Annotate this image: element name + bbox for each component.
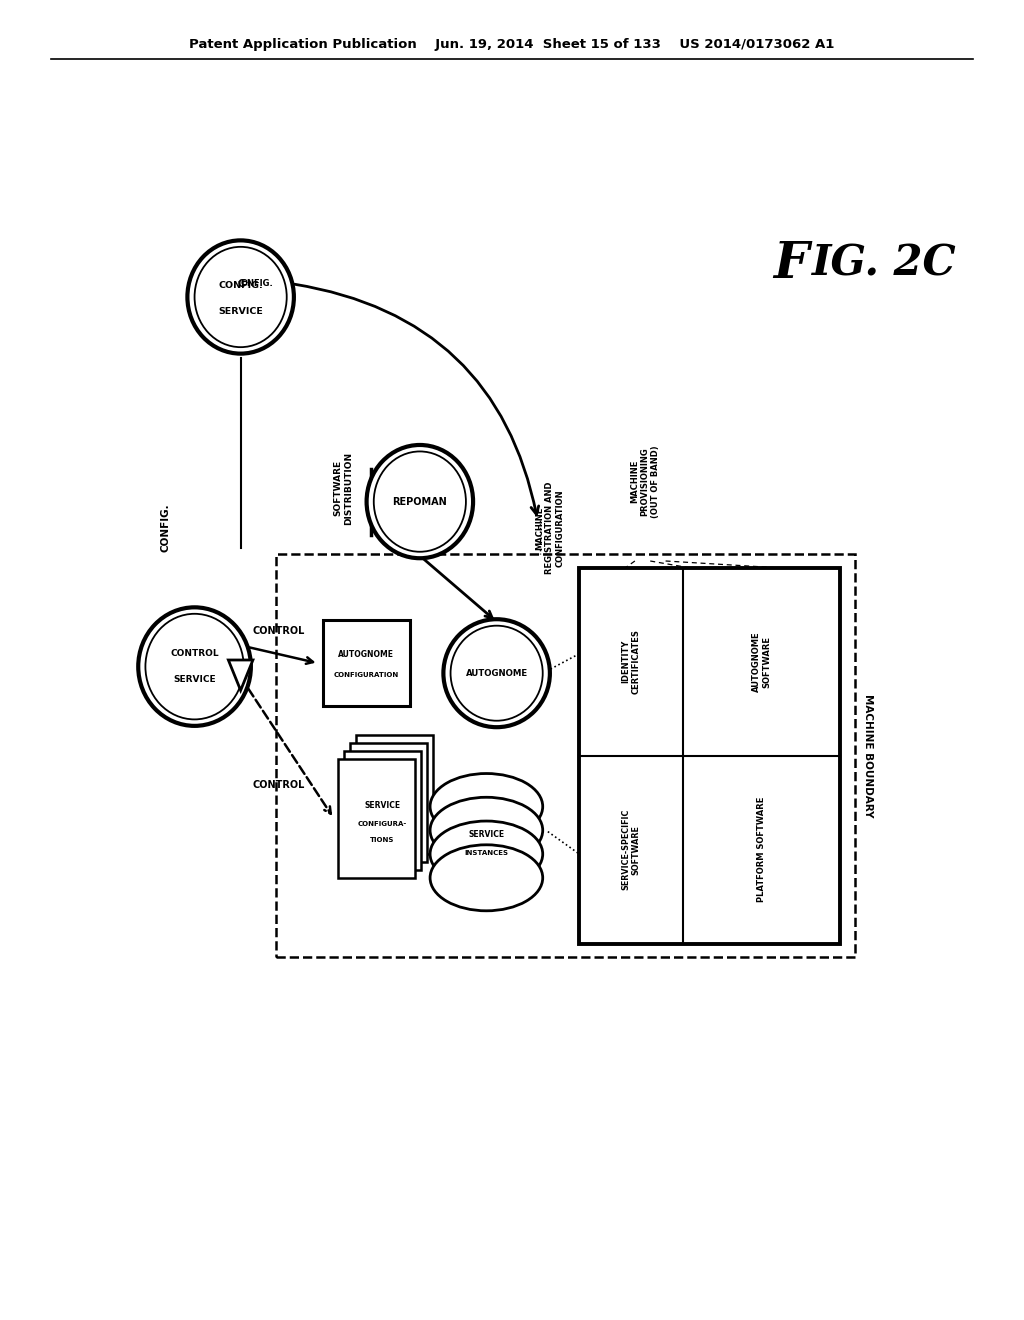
Ellipse shape — [138, 607, 251, 726]
Text: CONFIG.: CONFIG. — [161, 504, 171, 552]
Bar — [579, 568, 840, 944]
Text: CONFIGURATION: CONFIGURATION — [334, 672, 398, 678]
Text: SERVICE: SERVICE — [218, 308, 263, 315]
Bar — [350, 743, 427, 862]
Text: AUTOGNOME: AUTOGNOME — [466, 669, 527, 677]
Ellipse shape — [195, 247, 287, 347]
Bar — [323, 620, 410, 706]
Text: MACHINE BOUNDARY: MACHINE BOUNDARY — [863, 694, 873, 817]
Text: MACHINE
PROVISIONING
(OUT OF BAND): MACHINE PROVISIONING (OUT OF BAND) — [630, 445, 660, 519]
Text: CONTROL: CONTROL — [253, 780, 305, 791]
Text: INSTANCES: INSTANCES — [465, 850, 508, 855]
Text: PLATFORM SOFTWARE: PLATFORM SOFTWARE — [757, 797, 766, 903]
Text: F: F — [773, 239, 809, 289]
Text: SERVICE: SERVICE — [468, 830, 505, 838]
Text: TIONS: TIONS — [371, 837, 394, 842]
Text: Patent Application Publication    Jun. 19, 2014  Sheet 15 of 133    US 2014/0173: Patent Application Publication Jun. 19, … — [189, 38, 835, 51]
Text: SERVICE-SPECIFIC
SOFTWARE: SERVICE-SPECIFIC SOFTWARE — [622, 809, 640, 891]
Ellipse shape — [187, 240, 294, 354]
Bar — [356, 735, 433, 854]
Bar — [276, 554, 855, 957]
Text: IDENTITY
CERTIFICATES: IDENTITY CERTIFICATES — [622, 630, 640, 694]
Text: IG. 2C: IG. 2C — [812, 243, 956, 285]
Text: CONTROL: CONTROL — [253, 626, 305, 636]
Ellipse shape — [451, 626, 543, 721]
Text: SERVICE: SERVICE — [173, 676, 216, 684]
Ellipse shape — [430, 797, 543, 863]
Text: CONTROL: CONTROL — [170, 649, 219, 657]
Bar — [338, 759, 415, 878]
Bar — [344, 751, 421, 870]
Ellipse shape — [367, 445, 473, 558]
Text: MACHINE
REGISTRATION AND
CONFIGURATION: MACHINE REGISTRATION AND CONFIGURATION — [535, 482, 565, 574]
Ellipse shape — [145, 614, 244, 719]
Ellipse shape — [430, 845, 543, 911]
Text: CONFIGURA-: CONFIGURA- — [357, 821, 408, 826]
Text: AUTOGNOME: AUTOGNOME — [338, 649, 394, 659]
Ellipse shape — [430, 821, 543, 887]
Ellipse shape — [374, 451, 466, 552]
Text: C: C — [237, 279, 245, 289]
Polygon shape — [228, 660, 253, 690]
Text: SOFTWARE
DISTRIBUTION: SOFTWARE DISTRIBUTION — [334, 451, 352, 525]
Text: SERVICE: SERVICE — [365, 801, 400, 809]
Text: REPOMAN: REPOMAN — [392, 496, 447, 507]
Ellipse shape — [443, 619, 550, 727]
Ellipse shape — [430, 774, 543, 840]
Text: AUTOGNOME
SOFTWARE: AUTOGNOME SOFTWARE — [752, 631, 771, 692]
Text: ONFIG.: ONFIG. — [241, 280, 273, 288]
Text: CONFIG.: CONFIG. — [218, 281, 263, 289]
